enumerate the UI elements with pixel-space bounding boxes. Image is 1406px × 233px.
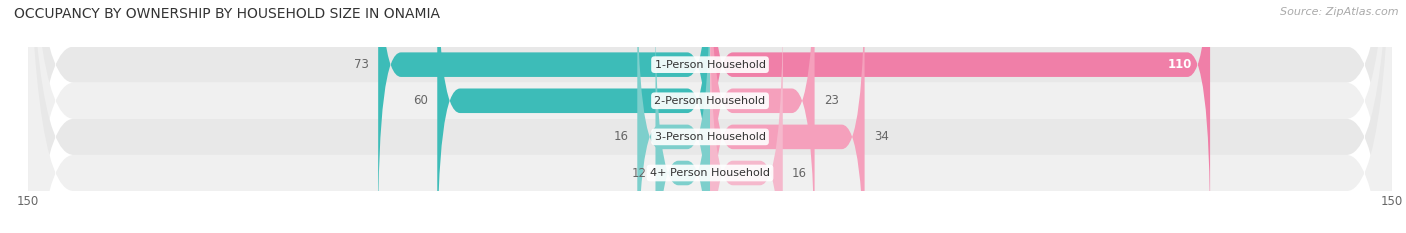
FancyBboxPatch shape [637,0,710,233]
Text: 12: 12 [631,167,647,179]
Text: Source: ZipAtlas.com: Source: ZipAtlas.com [1281,7,1399,17]
Text: 1-Person Household: 1-Person Household [655,60,765,70]
Text: 16: 16 [613,130,628,143]
Text: 2-Person Household: 2-Person Household [654,96,766,106]
Text: 60: 60 [413,94,429,107]
Text: 4+ Person Household: 4+ Person Household [650,168,770,178]
Text: 23: 23 [824,94,838,107]
Text: 73: 73 [354,58,370,71]
FancyBboxPatch shape [655,5,710,233]
FancyBboxPatch shape [28,0,1392,233]
Text: 34: 34 [873,130,889,143]
FancyBboxPatch shape [710,0,865,233]
FancyBboxPatch shape [710,0,1211,233]
Text: 16: 16 [792,167,807,179]
FancyBboxPatch shape [28,0,1392,233]
Text: OCCUPANCY BY OWNERSHIP BY HOUSEHOLD SIZE IN ONAMIA: OCCUPANCY BY OWNERSHIP BY HOUSEHOLD SIZE… [14,7,440,21]
Text: 110: 110 [1167,58,1192,71]
FancyBboxPatch shape [28,0,1392,233]
FancyBboxPatch shape [378,0,710,233]
FancyBboxPatch shape [710,5,783,233]
FancyBboxPatch shape [437,0,710,233]
FancyBboxPatch shape [710,0,814,233]
Text: 3-Person Household: 3-Person Household [655,132,765,142]
FancyBboxPatch shape [28,0,1392,233]
